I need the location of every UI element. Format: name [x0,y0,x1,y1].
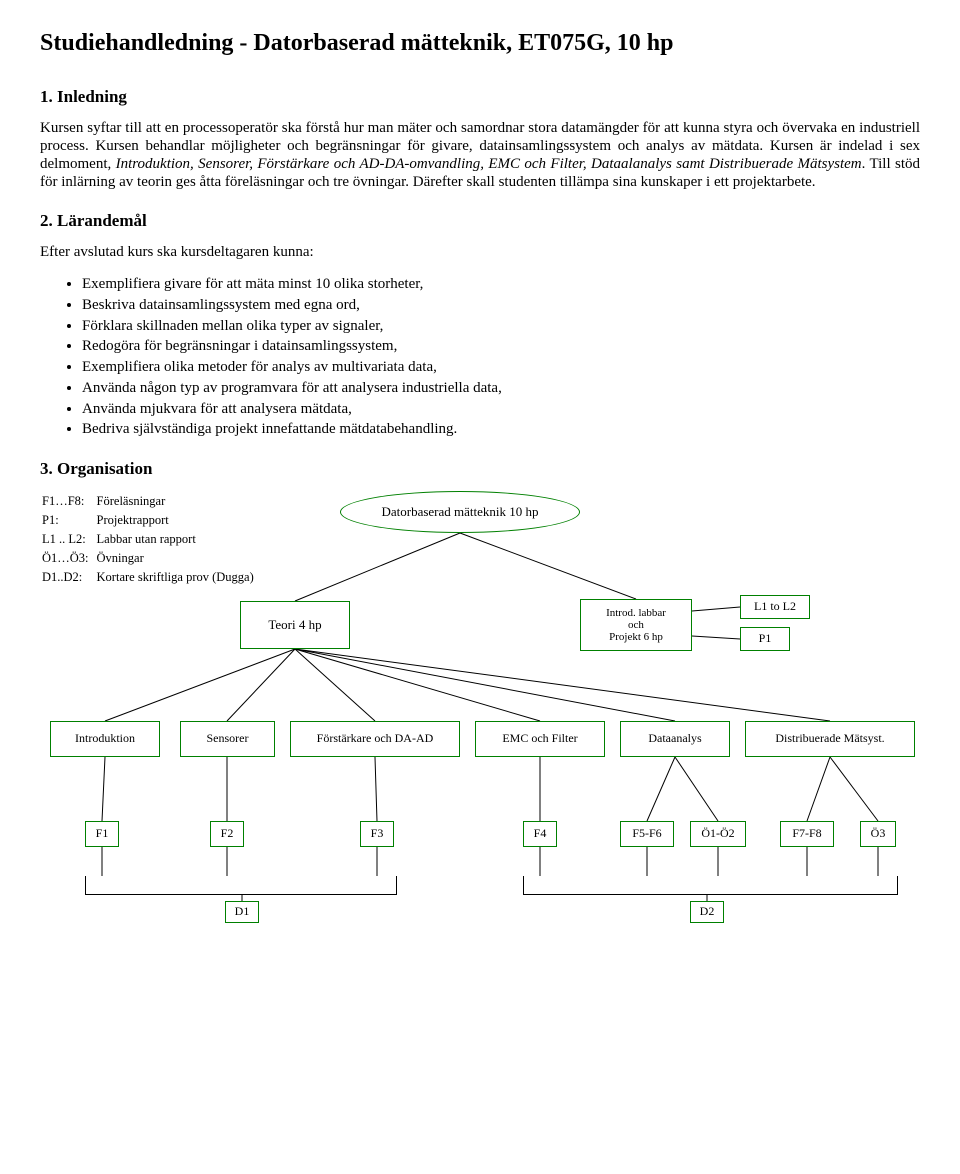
bracket-D2 [523,876,898,895]
section-2-heading: 2. Lärandemål [40,211,920,231]
node-O1O2: Ö1-Ö2 [690,821,746,847]
learning-outcome-item: Använda mjukvara för att analysera mätda… [82,400,920,419]
node-F2: F2 [210,821,244,847]
node-teori: Teori 4 hp [240,601,350,649]
bracket-D1 [85,876,397,895]
organisation-area: F1…F8:FöreläsningarP1:ProjektrapportL1 .… [40,491,920,971]
node-F3: F3 [360,821,394,847]
node-projekt: Introd. labbarochProjekt 6 hp [580,599,692,651]
node-emc: EMC och Filter [475,721,605,757]
node-p1: P1 [740,627,790,651]
learning-outcome-item: Redogöra för begränsningar i datainsamli… [82,337,920,356]
section-2-intro: Efter avslutad kurs ska kursdeltagaren k… [40,243,920,261]
node-forstarkare: Förstärkare och DA-AD [290,721,460,757]
organisation-diagram: Datorbaserad mätteknik 10 hp Teori 4 hp In… [40,491,920,971]
node-D1: D1 [225,901,259,923]
learning-outcomes-list: Exemplifiera givare för att mäta minst 1… [40,275,920,439]
learning-outcome-item: Använda någon typ av programvara för att… [82,379,920,398]
node-F1: F1 [85,821,119,847]
node-dataanalys: Dataanalys [620,721,730,757]
node-sensorer: Sensorer [180,721,275,757]
node-F4: F4 [523,821,557,847]
node-root: Datorbaserad mätteknik 10 hp [340,491,580,533]
section-1-heading: 1. Inledning [40,87,920,107]
learning-outcome-item: Beskriva datainsamlingssystem med egna o… [82,296,920,315]
node-distrib: Distribuerade Mätsyst. [745,721,915,757]
s1-p1b: Introduktion, Sensorer, Förstärkare och … [116,156,862,172]
learning-outcome-item: Förklara skillnaden mellan olika typer a… [82,317,920,336]
node-l1l2: L1 to L2 [740,595,810,619]
node-introduktion: Introduktion [50,721,160,757]
learning-outcome-item: Bedriva självständiga projekt innefattan… [82,420,920,439]
section-1-paragraph: Kursen syftar till att en processoperatö… [40,119,920,191]
node-F5F6: F5-F6 [620,821,674,847]
learning-outcome-item: Exemplifiera olika metoder för analys av… [82,358,920,377]
node-O3: Ö3 [860,821,896,847]
node-F7F8: F7-F8 [780,821,834,847]
section-3-heading: 3. Organisation [40,459,920,479]
learning-outcome-item: Exemplifiera givare för att mäta minst 1… [82,275,920,294]
node-D2: D2 [690,901,724,923]
page-title: Studiehandledning - Datorbaserad mättekn… [40,30,920,57]
